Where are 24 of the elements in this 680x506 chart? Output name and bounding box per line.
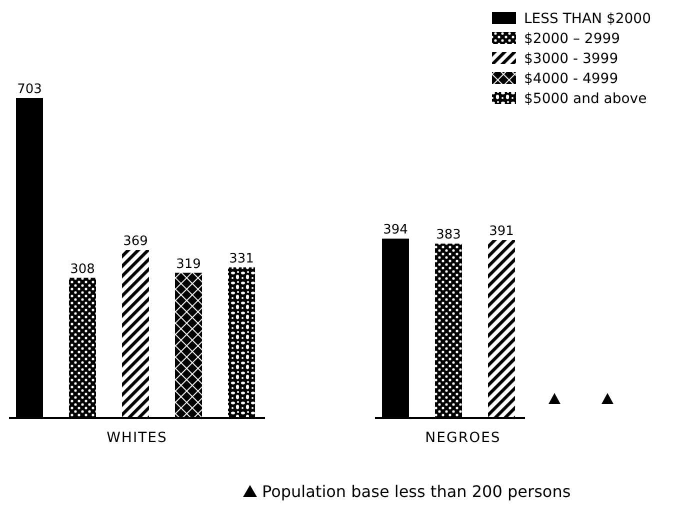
data-label: 331 [229, 251, 254, 266]
legend-label: $2000 – 2999 [524, 31, 620, 47]
data-label: 703 [17, 82, 42, 97]
bar [175, 272, 202, 418]
legend-label: $3000 - 3999 [524, 51, 618, 67]
bar [228, 267, 255, 418]
text: Population base less than 200 persons [262, 482, 571, 501]
bar [382, 238, 409, 418]
bar [122, 250, 149, 418]
bar [435, 244, 462, 418]
legend-label: $4000 - 4999 [524, 71, 618, 87]
data-label: 319 [176, 256, 201, 272]
legend-label: $5000 and above [524, 91, 647, 107]
data-label: 369 [123, 234, 148, 250]
data-label: 308 [70, 262, 95, 277]
data-label: 391 [489, 224, 514, 240]
data-label: 383 [436, 228, 461, 243]
bar [16, 98, 43, 418]
legend-label: LESS THAN $2000 [524, 11, 651, 27]
x-tick-label: WHITES [106, 430, 168, 446]
x-tick-label: NEGROES [425, 430, 501, 446]
data-label: 394 [383, 222, 408, 238]
bar [69, 278, 96, 418]
bar [488, 240, 515, 418]
